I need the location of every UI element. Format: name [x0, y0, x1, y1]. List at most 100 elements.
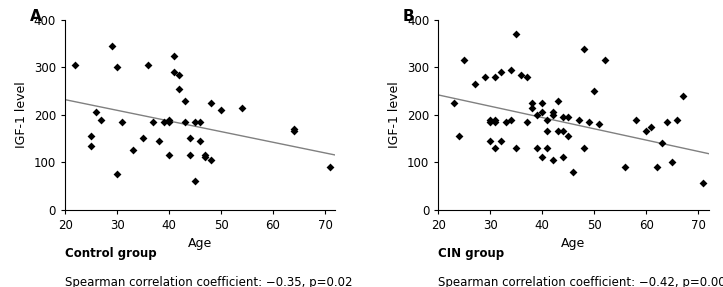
Point: [578, 146, 589, 150]
Point: [495, 70, 506, 74]
Point: [630, 117, 641, 122]
Point: [521, 75, 532, 79]
Text: B: B: [403, 9, 415, 24]
Point: [458, 58, 470, 63]
Point: [515, 72, 527, 77]
Point: [453, 134, 465, 138]
Point: [542, 129, 553, 134]
Point: [168, 70, 180, 74]
Point: [179, 120, 190, 124]
Point: [573, 117, 584, 122]
Text: Spearman correlation coefficient: −0.42, p=0.0001: Spearman correlation coefficient: −0.42,…: [438, 276, 723, 287]
Point: [557, 129, 569, 134]
Point: [489, 120, 501, 124]
Point: [137, 136, 149, 141]
Point: [589, 89, 600, 94]
Point: [599, 58, 610, 63]
Point: [536, 110, 548, 115]
Point: [698, 181, 709, 186]
Point: [90, 110, 102, 115]
Point: [469, 82, 480, 86]
Point: [288, 129, 299, 134]
Point: [85, 134, 97, 138]
Point: [620, 164, 631, 169]
Point: [594, 122, 605, 127]
Point: [489, 146, 501, 150]
Point: [505, 67, 517, 72]
Point: [651, 164, 662, 169]
Point: [552, 98, 563, 103]
Point: [521, 120, 532, 124]
Point: [578, 46, 589, 51]
Point: [552, 129, 563, 134]
Point: [531, 146, 543, 150]
Point: [489, 117, 501, 122]
Text: Spearman correlation coefficient: −0.35, p=0.02: Spearman correlation coefficient: −0.35,…: [65, 276, 353, 287]
X-axis label: Age: Age: [561, 237, 586, 250]
Point: [568, 169, 579, 174]
Point: [542, 146, 553, 150]
Point: [184, 153, 196, 157]
Point: [194, 120, 206, 124]
Point: [163, 153, 175, 157]
Point: [174, 86, 185, 91]
Point: [547, 158, 558, 162]
Point: [672, 117, 683, 122]
Point: [536, 101, 548, 105]
Point: [547, 113, 558, 117]
Point: [495, 139, 506, 143]
Point: [526, 105, 537, 110]
Point: [641, 129, 652, 134]
Point: [557, 155, 569, 160]
Point: [448, 101, 460, 105]
Point: [194, 139, 206, 143]
Point: [111, 65, 123, 70]
Point: [215, 108, 227, 112]
Point: [127, 148, 138, 153]
Point: [547, 110, 558, 115]
Point: [531, 113, 543, 117]
Point: [95, 117, 107, 122]
Y-axis label: IGF-1 level: IGF-1 level: [388, 82, 401, 148]
Point: [174, 72, 185, 77]
Point: [325, 164, 336, 169]
Point: [505, 117, 517, 122]
Point: [562, 134, 574, 138]
Point: [184, 136, 196, 141]
Point: [163, 117, 175, 122]
Point: [158, 120, 170, 124]
Point: [189, 120, 201, 124]
Point: [200, 155, 211, 160]
Point: [205, 158, 216, 162]
Point: [526, 101, 537, 105]
Point: [236, 105, 248, 110]
Point: [106, 44, 118, 49]
Point: [656, 141, 667, 146]
X-axis label: Age: Age: [188, 237, 213, 250]
Point: [200, 153, 211, 157]
Point: [168, 53, 180, 58]
Point: [484, 117, 496, 122]
Point: [510, 146, 522, 150]
Point: [562, 115, 574, 119]
Point: [583, 120, 595, 124]
Text: Control group: Control group: [65, 247, 157, 260]
Point: [484, 139, 496, 143]
Point: [542, 117, 553, 122]
Point: [189, 179, 201, 183]
Point: [153, 139, 164, 143]
Point: [142, 63, 154, 67]
Text: CIN group: CIN group: [438, 247, 505, 260]
Point: [677, 94, 688, 98]
Point: [85, 143, 97, 148]
Point: [479, 75, 491, 79]
Point: [69, 63, 81, 67]
Y-axis label: IGF-1 level: IGF-1 level: [15, 82, 28, 148]
Point: [661, 120, 672, 124]
Point: [489, 75, 501, 79]
Point: [557, 115, 569, 119]
Point: [500, 120, 512, 124]
Point: [205, 101, 216, 105]
Point: [111, 172, 123, 176]
Point: [116, 120, 128, 124]
